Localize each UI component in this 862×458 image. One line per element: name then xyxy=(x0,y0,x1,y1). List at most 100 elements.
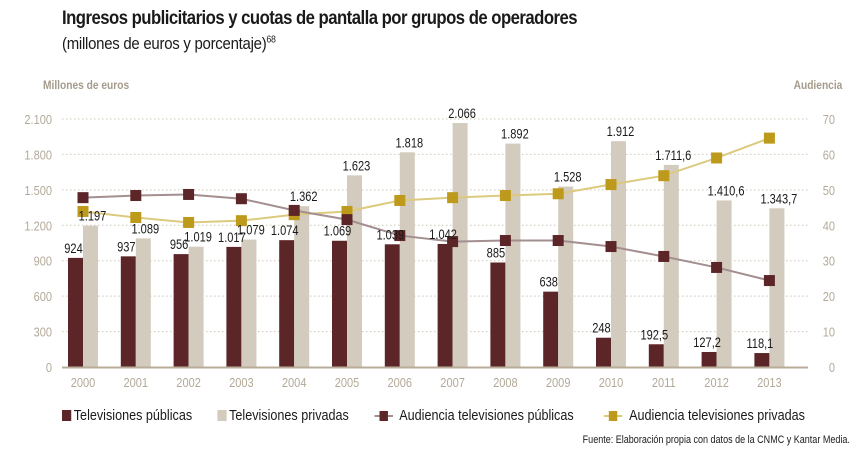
audience-private-marker xyxy=(711,152,723,164)
bar-label-private: 1.528 xyxy=(554,170,582,185)
bar-label-public: 1.042 xyxy=(429,227,457,242)
x-axis-ticks: 2000 2001 2002 2003 2004 2005 2006 2007 2008 2009… xyxy=(71,375,782,390)
legend-line-public-icon xyxy=(374,410,393,421)
bar-private xyxy=(663,164,679,367)
bar-public xyxy=(490,262,506,367)
bar-label-private: 1.711,6 xyxy=(655,148,691,163)
audience-public-marker xyxy=(235,193,247,205)
right-tick-label: 60 xyxy=(823,148,836,163)
legend-swatch-public xyxy=(62,409,72,421)
x-tick-label: 2004 xyxy=(282,375,307,390)
left-tick-label: 300 xyxy=(34,325,53,340)
bar-public xyxy=(384,244,400,367)
right-axis-title: Audiencia xyxy=(793,78,842,92)
right-tick-label: 40 xyxy=(823,218,836,233)
bar-label-public: 192,5 xyxy=(640,327,668,342)
legend: Televisiones públicas Televisiones priva… xyxy=(62,405,862,425)
chart-plot: 0 300 600 900 1.200 1.500 1.800 2.100 0 10 20 30 40… xyxy=(24,106,836,390)
right-axis-ticks: 0 10 20 30 40 50 60 70 xyxy=(823,112,836,375)
bar-public xyxy=(279,240,295,367)
bar-private xyxy=(558,186,574,367)
audience-public-marker xyxy=(552,235,564,247)
audience-public-line xyxy=(82,193,770,282)
legend-item-private-audience: Audiencia televisiones privadas xyxy=(592,407,805,424)
legend-label: Audiencia televisiones públicas xyxy=(399,406,574,424)
bar-label-private: 1.089 xyxy=(131,221,159,236)
audience-private-marker xyxy=(77,205,89,217)
bar-public xyxy=(226,246,242,367)
audience-private-marker xyxy=(658,170,670,182)
bar-label-public: 885 xyxy=(487,245,506,260)
audience-private-marker xyxy=(235,215,247,227)
bar-label-private: 1.362 xyxy=(290,189,318,204)
bar-public xyxy=(596,337,611,367)
bar-label-public: 1.074 xyxy=(271,223,299,238)
legend-label: Televisiones privadas xyxy=(229,406,349,424)
bar-public xyxy=(173,254,189,367)
audience-private-marker xyxy=(763,132,775,144)
audience-public-marker xyxy=(447,236,459,248)
left-tick-label: 600 xyxy=(34,289,53,304)
bar-label-private: 1.912 xyxy=(607,124,635,139)
legend-label: Televisiones públicas xyxy=(73,406,193,424)
bar-label-public: 1.017 xyxy=(218,230,246,245)
chart-subtitle: (millones de euros y porcentaje)68 xyxy=(62,34,276,54)
audience-private-marker xyxy=(552,188,564,200)
bar-label-private: 1.818 xyxy=(395,135,423,150)
bar-label-public: 1.069 xyxy=(324,224,352,239)
left-axis-title: Millones de euros xyxy=(43,78,130,92)
source-note: Fuente: Elaboración propia con datos de … xyxy=(582,434,850,446)
footnote-ref: 68 xyxy=(266,34,276,46)
bar-label-private: 1.197 xyxy=(79,209,107,224)
left-tick-label: 1.800 xyxy=(24,148,52,163)
bar-private xyxy=(83,225,98,367)
x-tick-label: 2000 xyxy=(71,375,96,390)
bar-label-private: 1.079 xyxy=(237,223,265,238)
bar-private xyxy=(347,175,362,367)
bar-label-public: 956 xyxy=(170,237,189,252)
audience-private-marker xyxy=(447,192,459,204)
subtitle-text: (millones de euros y porcentaje) xyxy=(62,34,267,53)
left-axis-ticks: 0 300 600 900 1.200 1.500 1.800 2.100 xyxy=(24,112,52,375)
right-tick-label: 50 xyxy=(823,183,836,198)
left-tick-label: 0 xyxy=(46,360,52,375)
bar-label-private: 1.343,7 xyxy=(760,191,797,206)
audience-public-marker xyxy=(130,190,142,202)
audience-public-marker xyxy=(658,250,670,262)
bar-private xyxy=(505,143,521,367)
right-tick-label: 70 xyxy=(823,112,836,127)
bar-public xyxy=(648,344,664,367)
audience-private-marker xyxy=(499,190,511,202)
bar-label-private: 2.066 xyxy=(448,106,476,121)
chart-title: Ingresos publicitarios y cuotas de panta… xyxy=(62,8,578,29)
bar-private xyxy=(294,206,310,367)
bar-label-public: 248 xyxy=(592,321,611,336)
audience-public-marker xyxy=(183,188,195,200)
bar-label-public: 1.039 xyxy=(376,227,404,242)
bar-private xyxy=(188,246,204,367)
left-tick-label: 900 xyxy=(34,254,53,269)
audience-private-marker xyxy=(341,205,353,217)
bar-public xyxy=(701,351,717,367)
bar-private xyxy=(769,208,785,367)
left-tick-label: 1.200 xyxy=(24,218,52,233)
bar-public xyxy=(332,240,347,367)
right-tick-label: 10 xyxy=(823,325,836,340)
x-tick-label: 2005 xyxy=(335,375,360,390)
audience-public-marker xyxy=(288,204,300,216)
bar-label-public: 118,1 xyxy=(746,336,773,351)
audience-private-marker xyxy=(605,179,617,191)
bar-private xyxy=(611,141,626,367)
x-tick-label: 2011 xyxy=(652,375,676,390)
bar-label-private: 1.410,6 xyxy=(708,183,745,198)
bar-public xyxy=(754,353,770,367)
legend-item-private-bars: Televisiones privadas xyxy=(211,407,349,424)
legend-label: Audiencia televisiones privadas xyxy=(629,406,805,424)
right-tick-label: 20 xyxy=(823,289,836,304)
bar-label-private: 1.623 xyxy=(343,158,371,173)
bar-private xyxy=(135,238,151,367)
x-tick-label: 2006 xyxy=(388,375,413,390)
x-tick-label: 2002 xyxy=(176,375,201,390)
legend-line-private-icon xyxy=(603,410,623,421)
